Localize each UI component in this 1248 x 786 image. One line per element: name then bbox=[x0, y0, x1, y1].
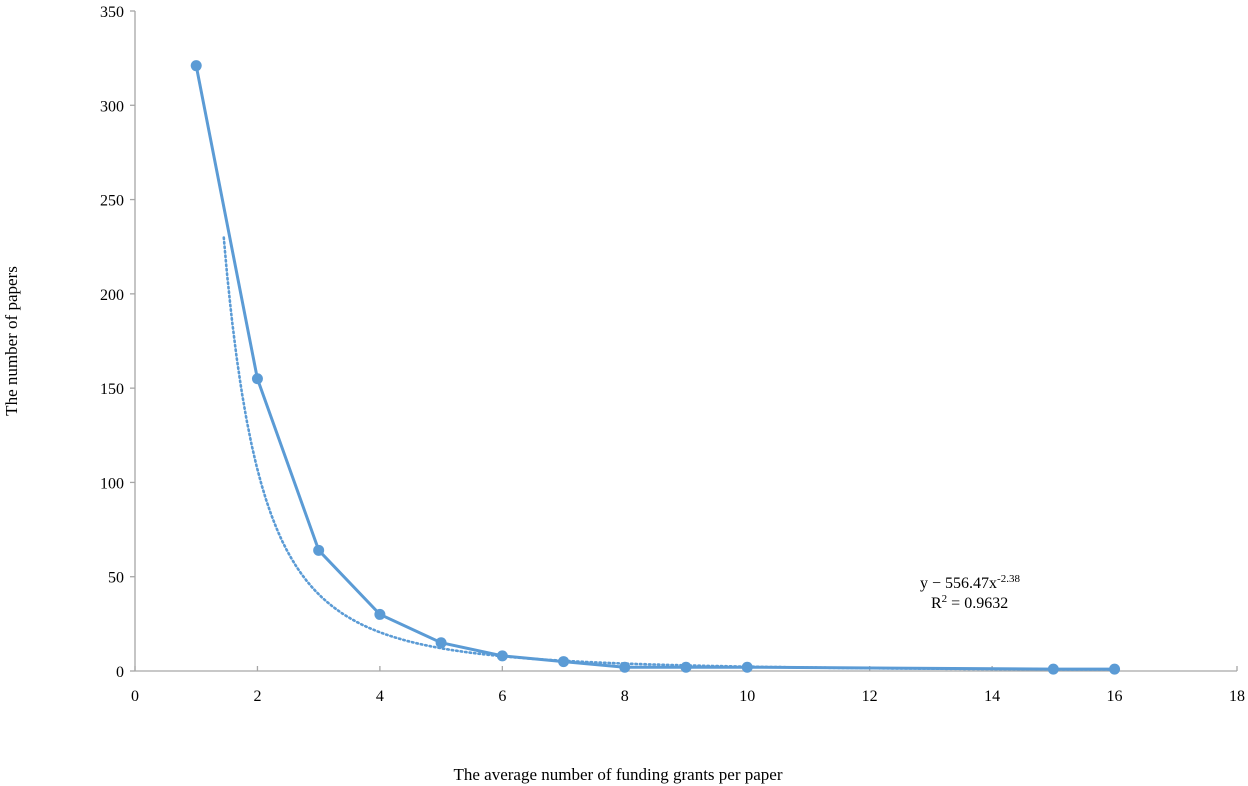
x-tick-label: 4 bbox=[376, 688, 384, 705]
y-tick-label: 0 bbox=[116, 664, 124, 681]
data-point-marker bbox=[374, 608, 386, 620]
data-point-marker bbox=[680, 661, 692, 673]
x-tick-label: 10 bbox=[739, 688, 755, 705]
trendline-equation: y − 556.47x-2.38 R2 = 0.9632 bbox=[920, 573, 1020, 612]
x-tick-label: 6 bbox=[498, 688, 506, 705]
y-axis: 0 50 100 150 200 250 300 350 bbox=[100, 4, 136, 681]
y-tick-label: 250 bbox=[100, 193, 124, 210]
y-tick-label: 350 bbox=[100, 4, 124, 21]
y-tick-label: 50 bbox=[108, 570, 124, 587]
equation-exponent: -2.38 bbox=[997, 573, 1020, 585]
x-tick-label: 2 bbox=[253, 688, 261, 705]
data-point-marker bbox=[741, 661, 753, 673]
y-tick-label: 150 bbox=[100, 381, 124, 398]
observed-series bbox=[190, 60, 1121, 675]
x-tick-label: 0 bbox=[131, 688, 139, 705]
data-point-marker bbox=[251, 373, 263, 385]
r-squared-value: = 0.9632 bbox=[947, 595, 1008, 612]
x-axis-title: The average number of funding grants per… bbox=[453, 765, 782, 784]
data-point-marker bbox=[190, 60, 202, 72]
y-tick-label: 300 bbox=[100, 98, 124, 115]
data-point-marker bbox=[496, 650, 508, 662]
data-point-marker bbox=[1109, 663, 1121, 675]
data-point-marker bbox=[619, 661, 631, 673]
x-tick-label: 18 bbox=[1229, 688, 1245, 705]
equation-text: y − 556.47x bbox=[920, 575, 997, 592]
data-point-marker bbox=[1047, 663, 1059, 675]
x-tick-label: 14 bbox=[984, 688, 1000, 705]
data-point-marker bbox=[435, 637, 447, 649]
data-point-marker bbox=[558, 656, 570, 668]
svg-text:R2 = 0.9632: R2 = 0.9632 bbox=[931, 593, 1008, 612]
r-squared-label: R bbox=[931, 595, 942, 612]
y-tick-label: 200 bbox=[100, 287, 124, 304]
svg-text:y − 556.47x-2.38: y − 556.47x-2.38 bbox=[920, 573, 1020, 592]
data-point-marker bbox=[313, 544, 325, 556]
x-tick-label: 16 bbox=[1107, 688, 1123, 705]
y-axis-title: The number of papers bbox=[2, 266, 21, 416]
x-tick-label: 12 bbox=[862, 688, 878, 705]
y-tick-label: 100 bbox=[100, 475, 124, 492]
r-squared-exponent: 2 bbox=[942, 593, 948, 605]
x-tick-label: 8 bbox=[621, 688, 629, 705]
